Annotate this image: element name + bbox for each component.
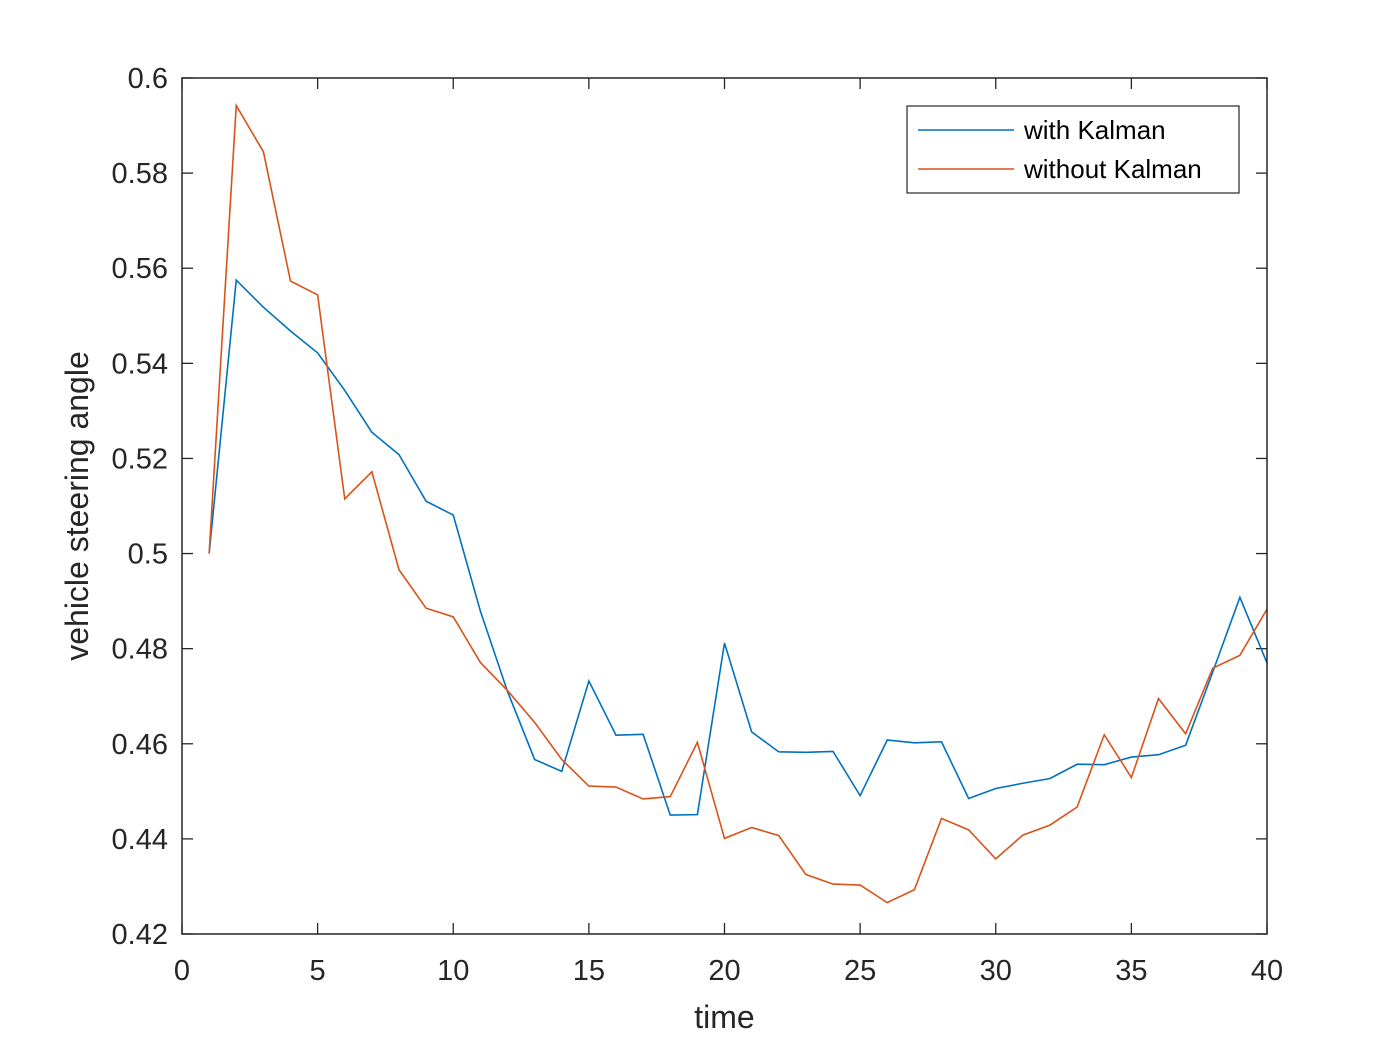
y-tick-labels: 0.42 0.44 0.46 0.48 0.5 0.52 0.54 0.56 0.58 0.6 xyxy=(112,63,168,951)
x-tick-labels: 0 5 10 15 20 25 30 35 40 xyxy=(174,955,1283,987)
legend-label-without-kalman: without Kalman xyxy=(1023,154,1202,184)
x-tick-label: 15 xyxy=(573,955,605,987)
x-tick-label: 0 xyxy=(174,955,190,987)
y-axis-label: vehicle steering angle xyxy=(59,351,95,661)
x-tick-label: 5 xyxy=(310,955,326,987)
x-tick-label: 25 xyxy=(844,955,876,987)
y-tick-label: 0.48 xyxy=(112,634,168,666)
y-tick-label: 0.6 xyxy=(128,63,168,95)
x-axis-label: time xyxy=(694,999,754,1035)
series-line-without-kalman xyxy=(208,102,1268,904)
plot-frame xyxy=(181,77,1268,935)
legend-label-with-kalman: with Kalman xyxy=(1023,115,1166,145)
y-tick-label: 0.5 xyxy=(128,539,168,571)
x-tick-label: 40 xyxy=(1251,955,1283,987)
legend: with Kalman without Kalman xyxy=(906,105,1240,194)
plot-area xyxy=(182,78,1267,934)
y-tick-label: 0.46 xyxy=(112,729,168,761)
y-tick-label: 0.44 xyxy=(112,824,168,856)
series-line-with-kalman xyxy=(208,278,1268,816)
y-tick-label: 0.54 xyxy=(112,348,168,380)
x-tick-label: 20 xyxy=(708,955,740,987)
series-lines xyxy=(208,102,1268,904)
y-tick-label: 0.58 xyxy=(112,158,168,190)
x-tick-label: 30 xyxy=(980,955,1012,987)
y-tick-label: 0.42 xyxy=(112,919,168,951)
x-tick-label: 10 xyxy=(437,955,469,987)
y-tick-label: 0.52 xyxy=(112,443,168,475)
y-tick-label: 0.56 xyxy=(112,253,168,285)
x-tick-label: 35 xyxy=(1115,955,1147,987)
legend-box xyxy=(906,105,1240,194)
